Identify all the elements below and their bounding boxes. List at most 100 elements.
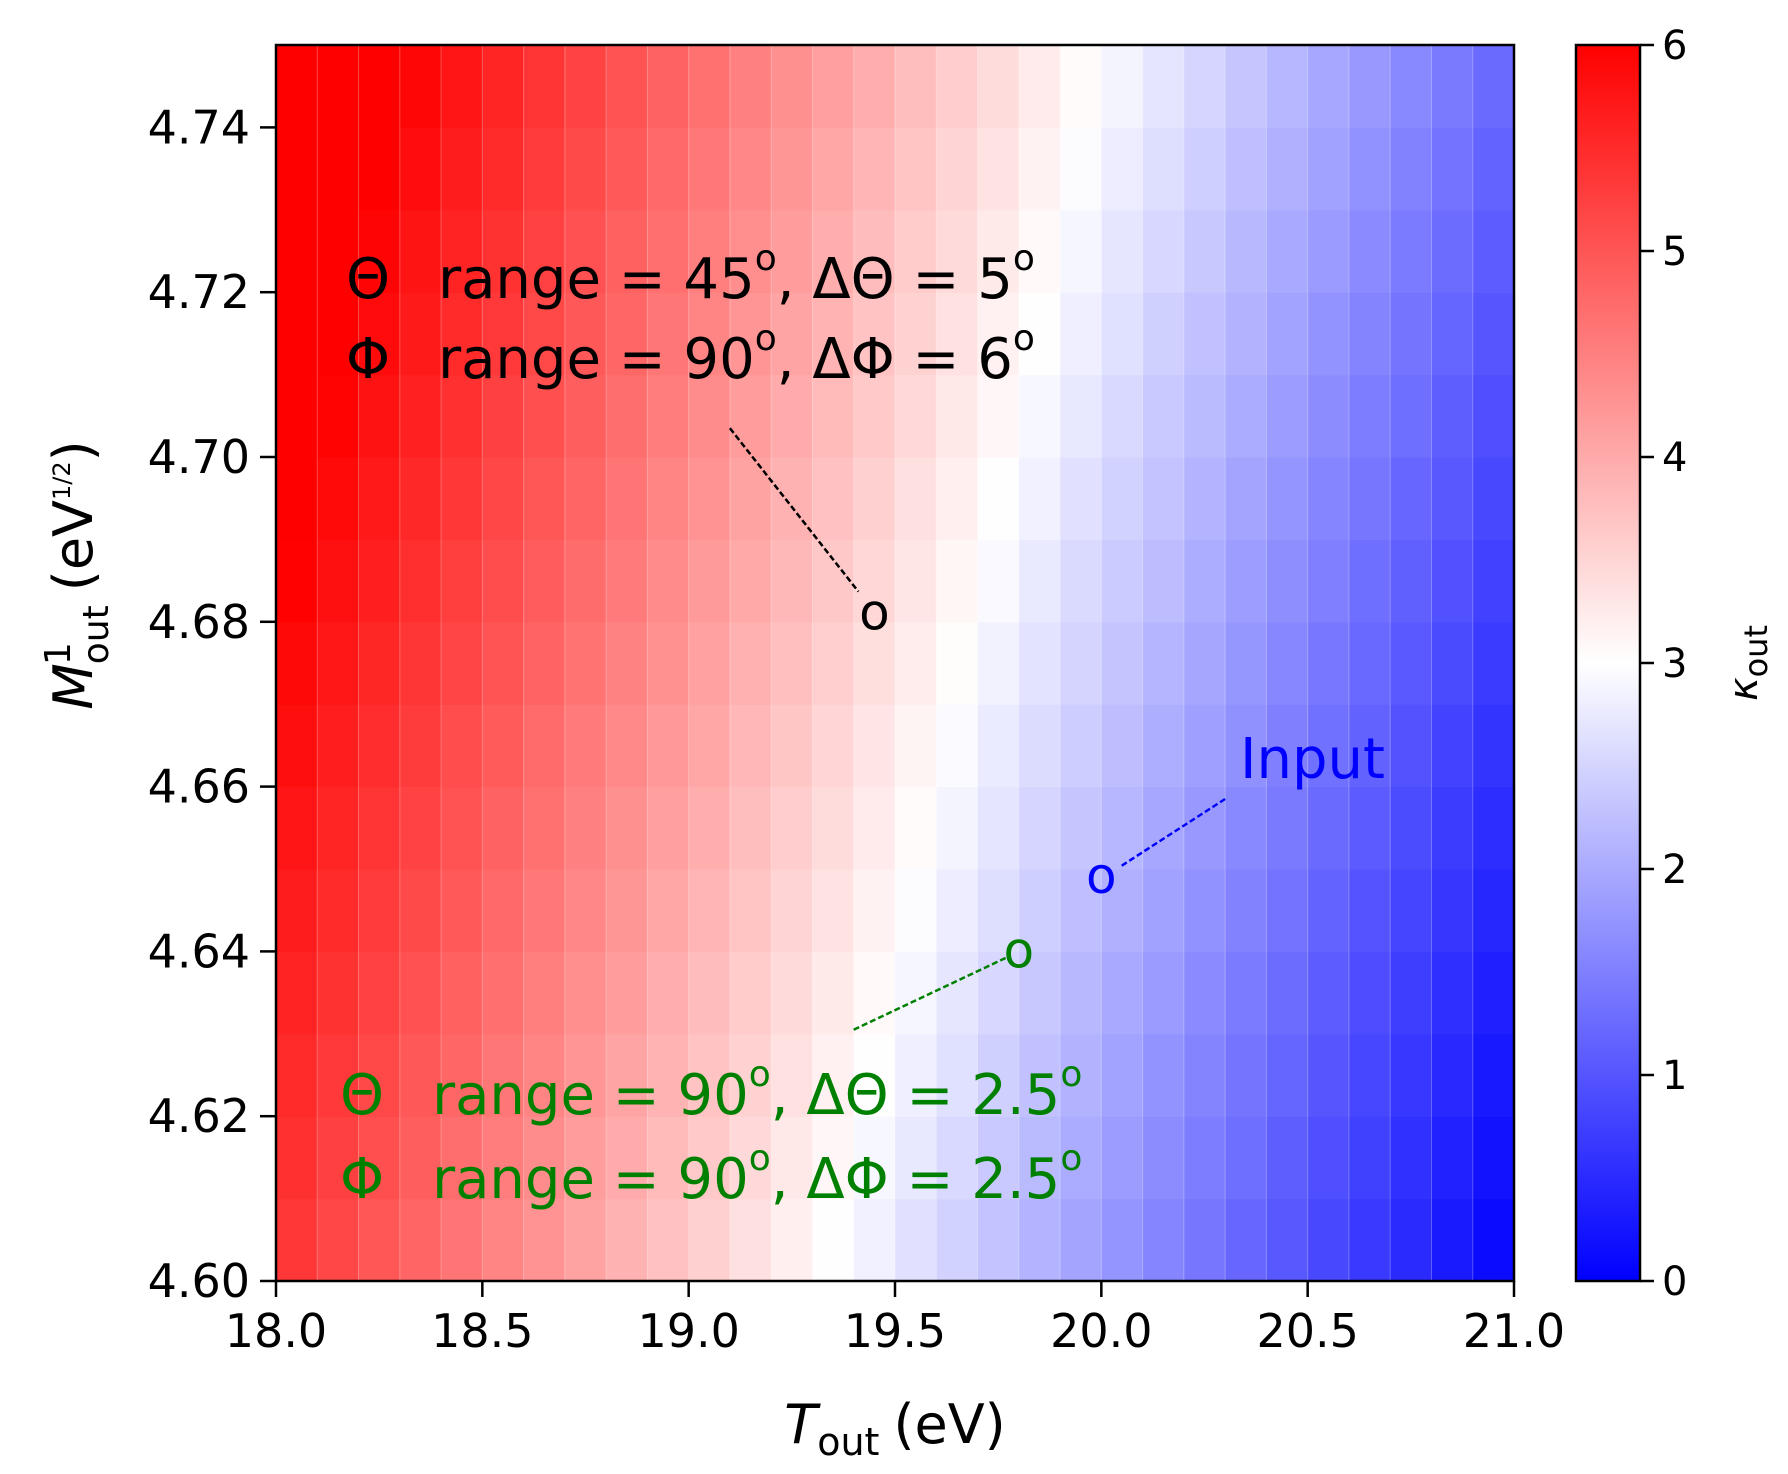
heatmap-cell: [1101, 621, 1144, 705]
heatmap-cell: [1390, 292, 1433, 376]
heatmap-cell: [606, 45, 648, 128]
heatmap-cell: [1472, 209, 1515, 293]
heatmap-cell: [977, 869, 1020, 952]
heatmap-cell: [936, 539, 979, 623]
heatmap-cell: [1142, 292, 1185, 376]
heatmap-cell: [441, 1116, 483, 1200]
heatmap-cell: [482, 869, 525, 952]
heatmap-cell: [977, 209, 1020, 293]
heatmap-cell: [399, 457, 442, 540]
heatmap-cell: [1266, 374, 1309, 458]
heatmap-cell: [399, 786, 442, 870]
y-tick-label: 4.66: [148, 760, 250, 814]
heatmap-cell: [317, 1198, 360, 1282]
heatmap-cell: [1307, 1116, 1350, 1200]
heatmap-cell: [1348, 951, 1391, 1035]
heatmap-cell: [1142, 786, 1185, 870]
heatmap-cell: [606, 786, 648, 870]
heatmap-cell: [1101, 127, 1144, 211]
heatmap-cell: [936, 704, 979, 788]
heatmap-cell: [1142, 869, 1185, 952]
heatmap-cell: [482, 1033, 525, 1117]
heatmap-cell: [1183, 869, 1226, 952]
heatmap-cell: [1348, 127, 1391, 211]
annotation-input: Input: [1240, 727, 1385, 792]
heatmap-cell: [1348, 621, 1391, 705]
heatmap-cells: [276, 45, 1515, 1282]
heatmap-cell: [1390, 869, 1433, 952]
y-tick-label: 4.72: [148, 265, 250, 319]
heatmap-cell: [1390, 539, 1433, 623]
heatmap-cell: [441, 209, 483, 293]
heatmap-cell: [1142, 1116, 1185, 1200]
heatmap-cell: [1060, 951, 1102, 1035]
heatmap-cell: [358, 869, 401, 952]
heatmap-cell: [853, 457, 896, 540]
colorbar-tick-label: 6: [1662, 23, 1687, 69]
heatmap-cell: [771, 1198, 814, 1282]
heatmap-cell: [1183, 292, 1226, 376]
heatmap-cell: [1183, 621, 1226, 705]
heatmap-cell: [523, 127, 566, 211]
heatmap-cell: [441, 704, 483, 788]
heatmap-cell: [1307, 1198, 1350, 1282]
heatmap-cell: [523, 209, 566, 293]
heatmap-cell: [564, 539, 607, 623]
heatmap-cell: [1018, 457, 1061, 540]
heatmap-cell: [606, 374, 648, 458]
heatmap-cell: [729, 1116, 772, 1200]
heatmap-cell: [606, 292, 648, 376]
heatmap-cell: [771, 869, 814, 952]
heatmap-cell: [647, 869, 690, 952]
heatmap-cell: [1307, 457, 1350, 540]
heatmap-cell: [1225, 869, 1267, 952]
heatmap-cell: [1431, 704, 1474, 788]
x-tick-label: 19.0: [637, 1304, 739, 1358]
phi-symbol: Φ: [346, 327, 390, 392]
heatmap-cell: [647, 45, 690, 128]
heatmap-cell: [1472, 951, 1515, 1035]
heatmap-cell: [1472, 621, 1515, 705]
heatmap-cell: [399, 621, 442, 705]
heatmap-cell: [1225, 1033, 1267, 1117]
leader-line-green: [853, 956, 1008, 1031]
heatmap-cell: [1307, 292, 1350, 376]
heatmap-cell: [1390, 374, 1433, 458]
heatmap-cell: [358, 539, 401, 623]
heatmap-cell: [1060, 539, 1102, 623]
heatmap-cell: [1142, 1198, 1185, 1282]
y-axis-title: M1out(eV1/2): [38, 440, 117, 709]
heatmap-cell: [895, 374, 937, 458]
heatmap-cell: [647, 704, 690, 788]
heatmap-cell: [1101, 1116, 1144, 1200]
heatmap-cell: [523, 45, 566, 128]
heatmap-cell: [1348, 786, 1391, 870]
heatmap-cell: [317, 539, 360, 623]
heatmap-cell: [1266, 292, 1309, 376]
colorbar: [1574, 43, 1642, 1283]
heatmap-cell: [482, 951, 525, 1035]
heatmap-cell: [853, 539, 896, 623]
heatmap-cell: [1060, 621, 1102, 705]
heatmap-cell: [1431, 209, 1474, 293]
heatmap-cell: [1225, 621, 1267, 705]
heatmap-cell: [977, 374, 1020, 458]
heatmap-cell: [1183, 539, 1226, 623]
heatmap-cell: [276, 1033, 318, 1117]
heatmap-cell: [895, 292, 937, 376]
heatmap-cell: [276, 292, 318, 376]
heatmap-cell: [1225, 1198, 1267, 1282]
heatmap-cell: [977, 127, 1020, 211]
heatmap-cell: [812, 621, 855, 705]
heatmap-cell: [399, 539, 442, 623]
heatmap-cell: [977, 704, 1020, 788]
heatmap-cell: [1348, 539, 1391, 623]
heatmap-cell: [1060, 1198, 1102, 1282]
heatmap-cell: [895, 869, 937, 952]
heatmap-cell: [771, 374, 814, 458]
heatmap-cell: [771, 1116, 814, 1200]
heatmap-cell: [358, 704, 401, 788]
heatmap-cell: [1266, 1116, 1309, 1200]
heatmap-cell: [936, 209, 979, 293]
